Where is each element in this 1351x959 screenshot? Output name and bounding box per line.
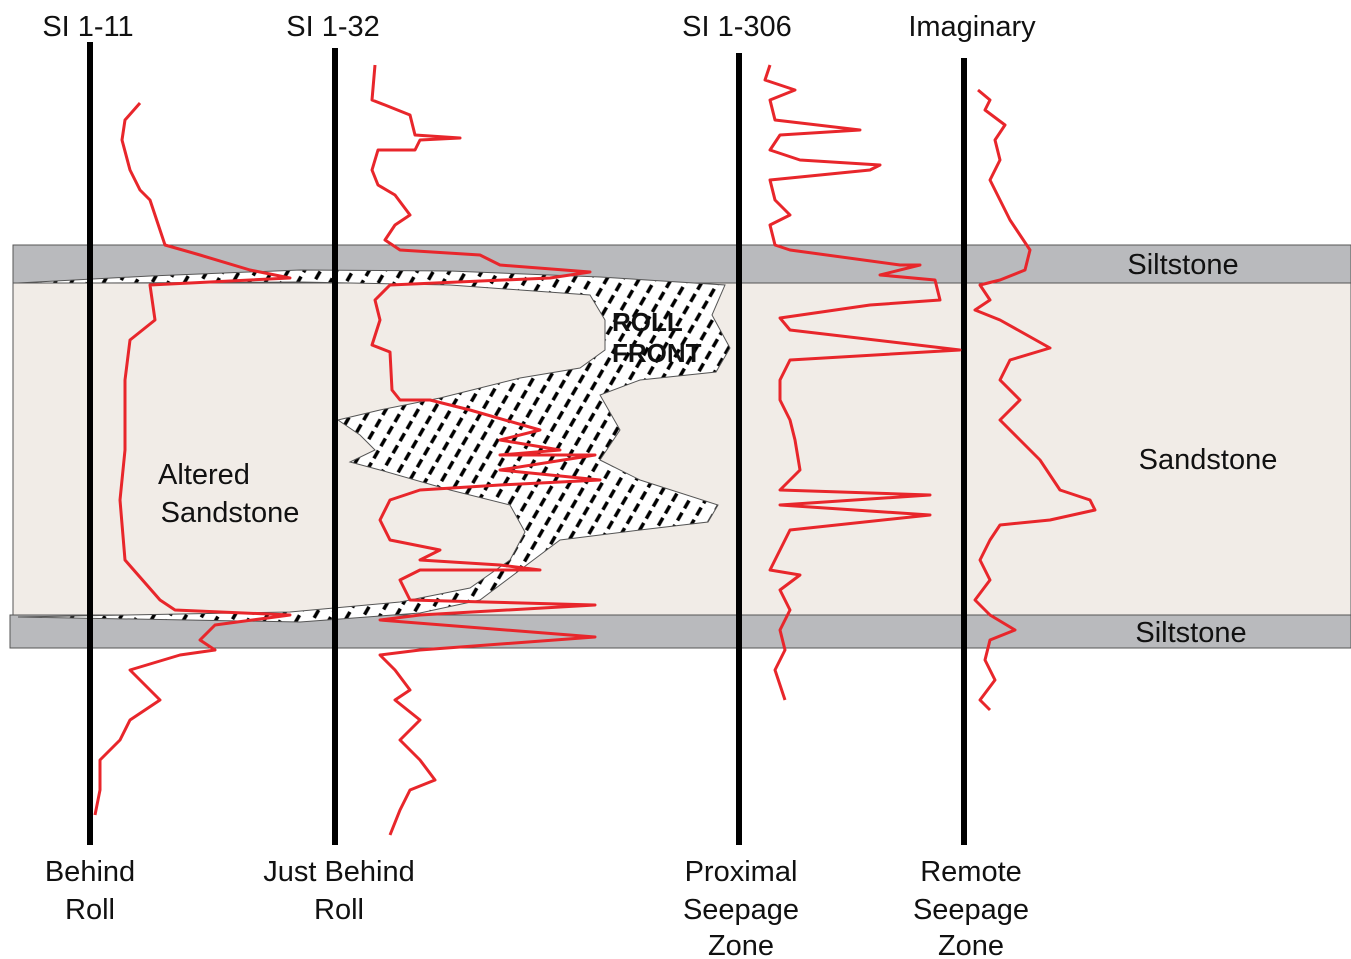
well-name: SI 1-306 xyxy=(682,11,792,43)
layer-label: Siltstone xyxy=(1127,249,1238,281)
well-name: SI 1-32 xyxy=(286,11,380,43)
log-curve xyxy=(763,64,962,701)
altered-label: Altered xyxy=(158,459,250,491)
altered-label: Sandstone xyxy=(161,497,300,529)
log-curve xyxy=(370,64,602,836)
zone-label: Roll xyxy=(314,894,364,926)
zone-label: Proximal xyxy=(685,856,798,888)
zone-label: Seepage xyxy=(683,894,799,926)
zone-label: Remote xyxy=(920,856,1022,888)
well-name: SI 1-11 xyxy=(42,11,133,43)
log-curve xyxy=(973,88,1097,712)
zone-label: Seepage xyxy=(913,894,1029,926)
layer-label: Sandstone xyxy=(1139,444,1278,476)
log-curve xyxy=(93,102,292,816)
roll-front-label: ROLL xyxy=(612,307,683,337)
well-name: Imaginary xyxy=(908,11,1036,43)
zone-label: Roll xyxy=(65,894,115,926)
roll-front-zone xyxy=(17,269,731,623)
zone-label: Just Behind xyxy=(263,856,415,888)
roll-front-label: FRONT xyxy=(612,338,702,368)
zone-label: Zone xyxy=(938,930,1004,959)
layer-label: Siltstone xyxy=(1135,617,1246,649)
zone-label: Behind xyxy=(45,856,135,888)
zone-label: Zone xyxy=(708,930,774,959)
